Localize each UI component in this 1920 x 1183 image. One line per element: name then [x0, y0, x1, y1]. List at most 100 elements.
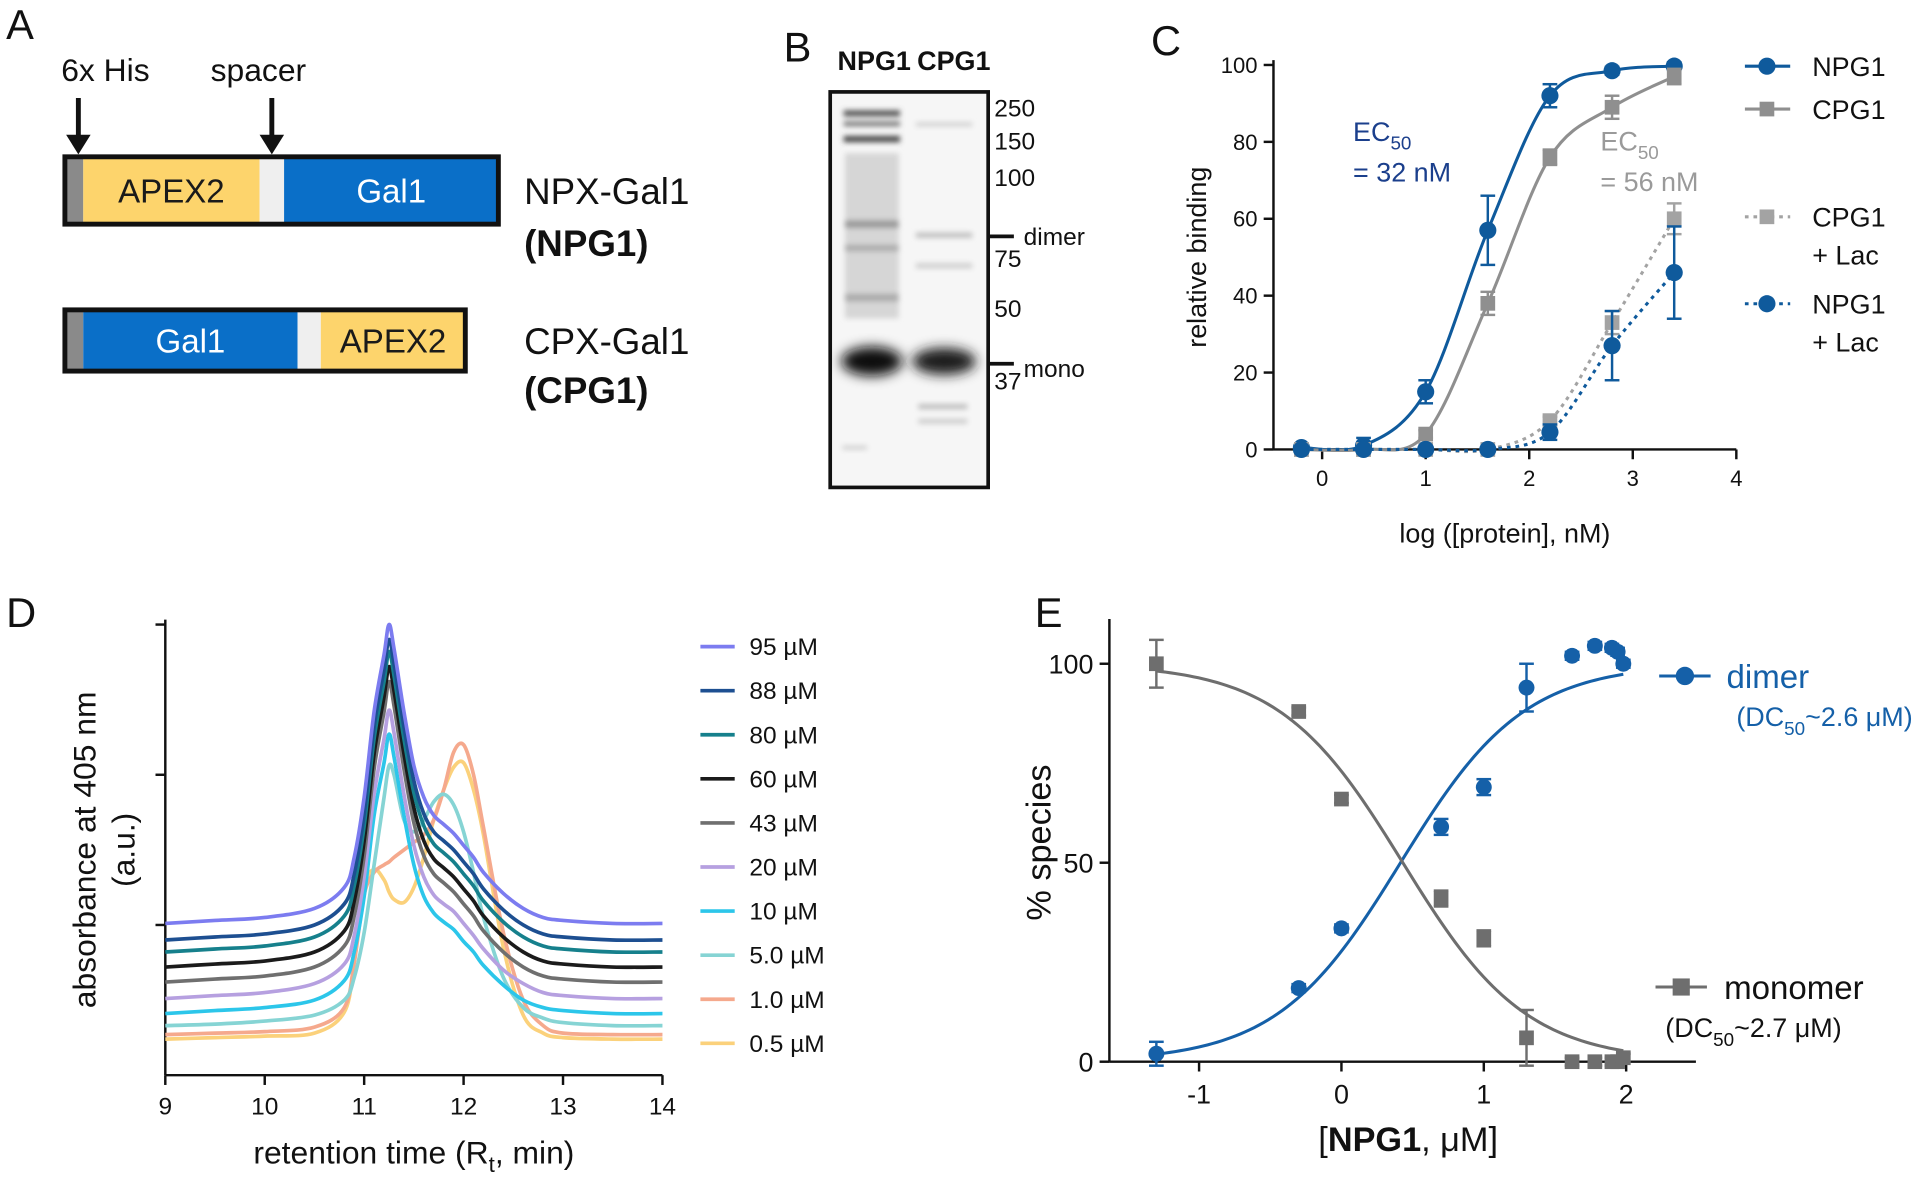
panel-label: C: [1151, 17, 1181, 64]
spacer: [259, 156, 285, 225]
x-tick-label: 1: [1420, 466, 1432, 491]
marker: [1666, 69, 1682, 84]
legend-note: (DC50~2.6 μM): [1736, 702, 1912, 739]
lane-label: NPG1: [838, 46, 911, 76]
marker: [1564, 1054, 1580, 1070]
x-axis-label-part: , min): [495, 1134, 575, 1170]
band: [843, 135, 900, 143]
marker: [1675, 666, 1695, 686]
band: [844, 220, 899, 228]
marker: [1541, 87, 1559, 105]
annotation-part: 50: [1390, 132, 1411, 153]
x-axis-label-part: [: [1318, 1121, 1328, 1159]
y-tick-label: 0: [1245, 437, 1257, 462]
marker: [1334, 791, 1349, 807]
legend-label: 5.0 µM: [749, 943, 824, 970]
band: [843, 121, 900, 127]
legend-label: CPG1: [1812, 203, 1885, 233]
y-tick-label: 40: [1233, 284, 1258, 309]
marker: [1417, 383, 1435, 401]
marker: [1292, 440, 1310, 459]
domain: [284, 156, 499, 225]
trace: [165, 622, 663, 926]
marker-label: 150: [994, 128, 1035, 155]
construct-abbr: (NPG1): [524, 223, 648, 264]
legend-label: 88 µM: [749, 678, 818, 705]
x-tick-label: 2: [1523, 466, 1535, 491]
band-label: dimer: [1024, 224, 1085, 251]
arrows: [66, 98, 285, 155]
legend-label: 95 µM: [749, 634, 818, 661]
y-axis-label: absorbance at 405 nm: [67, 692, 103, 1009]
x-tick-label: 13: [549, 1093, 576, 1120]
x-tick-label: 10: [251, 1093, 278, 1120]
legend-note: (DC50~2.7 μM): [1665, 1013, 1841, 1050]
fit-curve: [1156, 669, 1624, 1053]
y-tick-label: 20: [1233, 360, 1258, 385]
domain-label: APEX2: [340, 324, 447, 361]
marker: [1433, 891, 1449, 906]
marker: [1475, 779, 1492, 796]
y-tick-label: 100: [1221, 53, 1258, 78]
marker: [1333, 920, 1350, 937]
gel-bands: [842, 110, 973, 450]
his-tag: [64, 156, 84, 225]
x-tick-label: 1: [1476, 1079, 1491, 1109]
trace: [165, 637, 663, 943]
y-tick-label: 60: [1233, 207, 1258, 232]
y-tick-label: 80: [1233, 130, 1258, 155]
legend-label: + Lac: [1812, 328, 1879, 358]
legend-note-part: (DC: [1736, 702, 1784, 732]
x-tick-label: 4: [1730, 466, 1742, 491]
his-tag: [64, 309, 84, 372]
legend-label: 60 µM: [749, 766, 818, 793]
marker: [1418, 426, 1434, 442]
x-axis-label-part: , μM]: [1421, 1121, 1498, 1159]
legend-label: + Lac: [1812, 241, 1879, 271]
legend-note-part: 50: [1784, 718, 1805, 739]
x-tick-label: 11: [351, 1093, 376, 1120]
marker: [1665, 264, 1683, 282]
marker: [1479, 440, 1497, 459]
x-axis-label: retention time (Rt, min): [253, 1134, 574, 1177]
gel: [828, 90, 1014, 490]
domain: [320, 309, 466, 372]
marker: [1586, 637, 1603, 654]
marker: [1759, 101, 1775, 117]
y-tick-label: 50: [1064, 848, 1094, 878]
domain-label: Gal1: [356, 174, 426, 211]
x-axis-label-part: t: [489, 1152, 496, 1177]
panel-label: A: [6, 1, 34, 48]
marker: [1417, 440, 1435, 459]
marker: [1615, 655, 1632, 672]
trace: [165, 762, 663, 1028]
marker: [1564, 647, 1581, 664]
legend-note-part: ~2.6 μM): [1805, 702, 1913, 732]
legend-label: 1.0 µM: [749, 987, 824, 1014]
trace: [165, 664, 663, 970]
trace: [165, 649, 663, 955]
band: [915, 263, 973, 269]
marker-label: 37: [994, 368, 1021, 395]
marker: [1587, 1054, 1603, 1070]
marker: [1291, 704, 1307, 719]
marker: [1479, 221, 1497, 239]
marker: [1603, 337, 1621, 355]
x-axis-label: [NPG1, μM]: [1318, 1121, 1498, 1159]
panel-label: D: [6, 589, 36, 636]
x-tick-label: 14: [649, 1093, 676, 1120]
annotation-part: EC: [1353, 117, 1390, 147]
marker: [1480, 296, 1496, 311]
x-tick-label: 9: [159, 1093, 173, 1120]
tag-label: spacer: [211, 52, 307, 88]
x-tick-label: 3: [1627, 466, 1639, 491]
band: [915, 232, 973, 238]
band: [843, 110, 900, 117]
panel-label: E: [1035, 589, 1063, 636]
construct-name: CPX-Gal1: [524, 321, 689, 362]
legend-label: CPG1: [1812, 95, 1885, 125]
x-tick-label: 0: [1334, 1079, 1349, 1109]
domain-label: Gal1: [156, 324, 226, 361]
smear: [844, 153, 899, 319]
